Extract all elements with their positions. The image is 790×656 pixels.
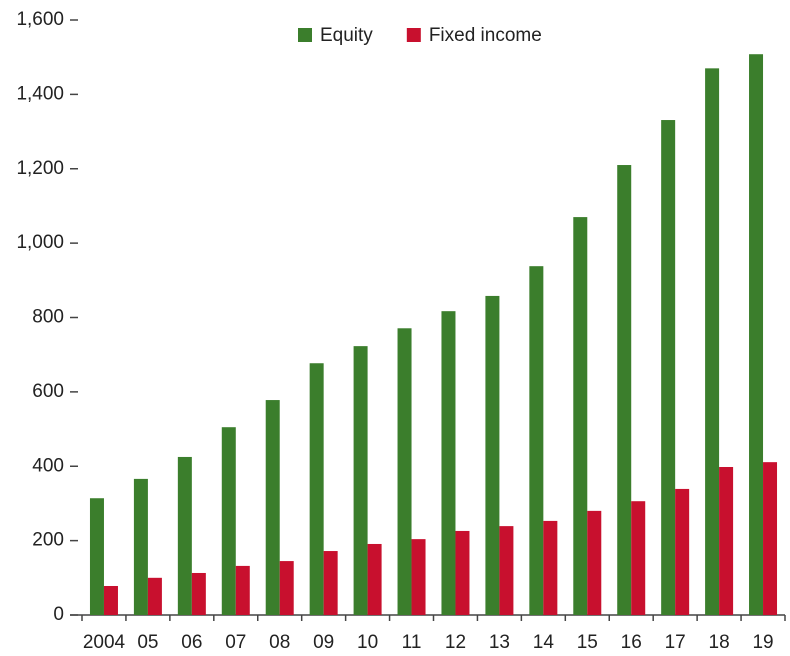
x-tick-label: 15 — [577, 632, 598, 653]
x-tick-label: 08 — [269, 632, 290, 653]
legend-label: Fixed income — [429, 25, 542, 46]
x-tick-label: 06 — [181, 632, 202, 653]
x-tick-label: 18 — [709, 632, 730, 653]
bar — [191, 572, 206, 615]
bar — [705, 68, 720, 615]
y-tick-label: 600 — [32, 381, 64, 402]
x-tick-label: 12 — [445, 632, 466, 653]
bar — [397, 328, 412, 615]
bar — [279, 561, 294, 615]
x-tick-label: 17 — [665, 632, 686, 653]
bar — [499, 526, 514, 615]
bar — [485, 295, 500, 615]
bar — [441, 311, 456, 615]
y-tick-label: 1,400 — [16, 83, 64, 104]
bar — [617, 165, 632, 615]
bar — [455, 530, 470, 615]
bar — [221, 427, 236, 615]
y-tick-label: 800 — [32, 307, 64, 328]
x-tick-label: 2004 — [83, 632, 126, 653]
bar — [719, 466, 734, 615]
y-tick-label: 400 — [32, 455, 64, 476]
bar — [587, 510, 602, 615]
bar — [353, 346, 368, 615]
legend-swatch — [298, 28, 312, 42]
legend-swatch — [406, 28, 421, 42]
bar — [411, 539, 426, 615]
bar — [661, 120, 676, 616]
bar — [309, 363, 324, 615]
x-tick-label: 16 — [621, 632, 642, 653]
bar — [323, 551, 338, 615]
y-tick-label: 200 — [32, 530, 64, 551]
bar — [235, 565, 250, 615]
bar — [675, 488, 690, 615]
bar — [177, 456, 192, 615]
bar — [543, 520, 558, 615]
bar — [631, 501, 646, 615]
y-tick-label: 1,000 — [16, 232, 64, 253]
bar — [147, 577, 162, 615]
y-tick-label: 1,600 — [16, 9, 64, 30]
x-tick-label: 14 — [533, 632, 555, 653]
bar — [133, 478, 148, 615]
legend-label: Equity — [320, 25, 373, 46]
x-tick-label: 09 — [313, 632, 334, 653]
bar — [367, 543, 382, 615]
bar — [763, 462, 778, 615]
x-tick-label: 07 — [225, 632, 246, 653]
bar — [573, 217, 588, 615]
x-tick-label: 19 — [752, 632, 773, 653]
x-tick-label: 13 — [489, 632, 510, 653]
bar — [89, 498, 104, 615]
bar — [529, 266, 544, 615]
bar — [103, 585, 118, 615]
x-tick-label: 05 — [137, 632, 158, 653]
x-tick-label: 10 — [357, 632, 378, 653]
y-tick-label: 1,200 — [16, 158, 64, 179]
x-tick-label: 11 — [402, 632, 422, 653]
y-tick-label: 0 — [53, 604, 64, 625]
bar — [265, 400, 280, 615]
bar — [749, 54, 764, 615]
